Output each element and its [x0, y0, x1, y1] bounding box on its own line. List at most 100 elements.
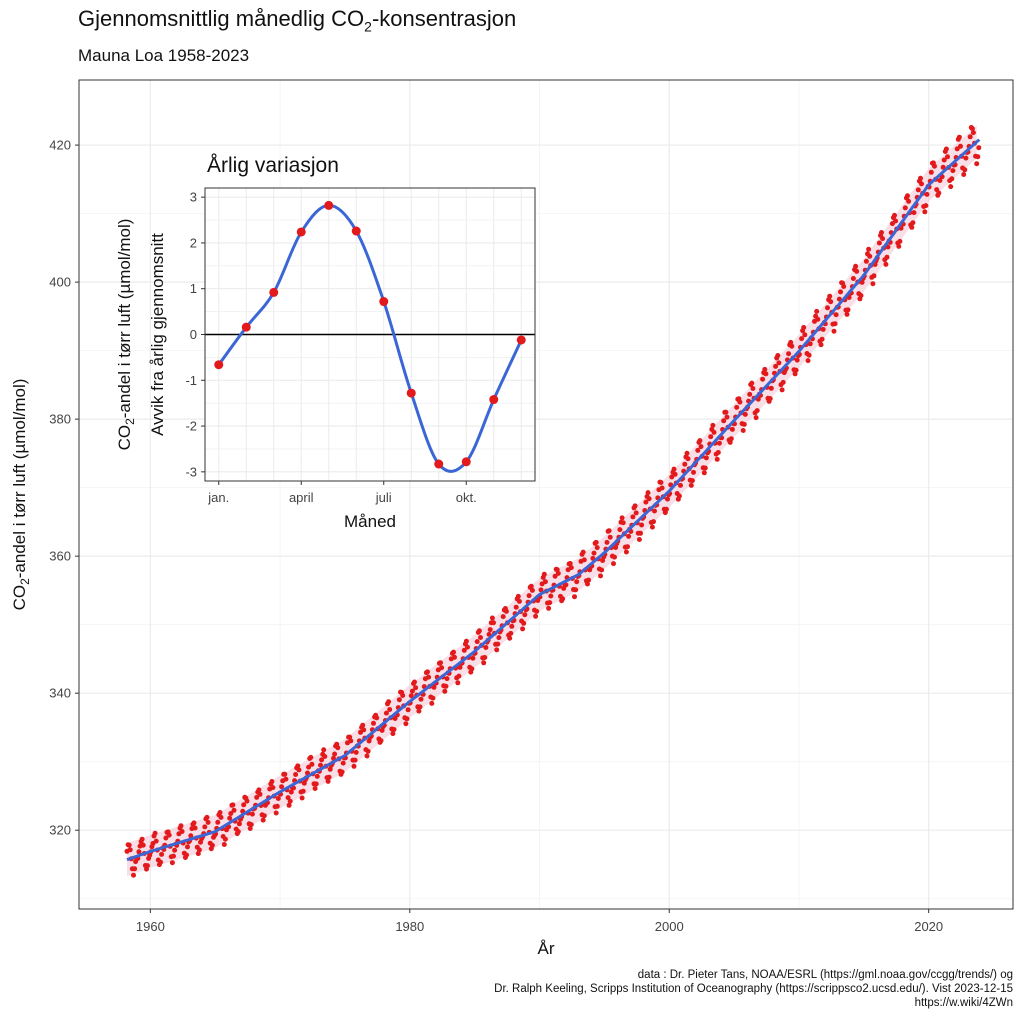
data-point	[227, 815, 233, 821]
data-point	[222, 836, 228, 842]
data-point	[526, 593, 532, 599]
data-point	[695, 447, 701, 453]
data-point	[676, 493, 682, 499]
data-point	[431, 684, 437, 690]
data-point	[508, 630, 514, 636]
data-point	[845, 307, 851, 313]
data-point	[261, 813, 267, 819]
data-point	[205, 819, 211, 825]
data-point	[465, 644, 470, 650]
data-point	[438, 660, 443, 666]
data-point	[269, 779, 275, 784]
data-point	[753, 415, 759, 421]
data-point	[196, 847, 202, 853]
data-point	[244, 798, 250, 804]
data-point	[481, 660, 487, 666]
data-point	[593, 539, 599, 545]
data-point	[353, 749, 359, 755]
data-point	[542, 579, 548, 585]
caption-line-1: data : Dr. Pieter Tans, NOAA/ESRL (https…	[637, 969, 1013, 981]
data-point	[522, 612, 528, 618]
data-point	[463, 638, 469, 644]
data-point	[287, 798, 293, 804]
y-axis-label-part: -andel i tørr luft (µmol/mol)	[10, 379, 29, 579]
data-point	[607, 534, 613, 540]
inset-title: Årlig variasjon	[207, 154, 339, 177]
data-point	[409, 688, 415, 694]
data-point	[734, 404, 740, 410]
data-point	[619, 515, 625, 521]
data-point	[306, 764, 312, 770]
data-point	[339, 769, 345, 775]
data-point	[270, 785, 276, 791]
data-point	[970, 130, 976, 136]
data-point	[941, 157, 947, 163]
data-point	[478, 635, 483, 640]
caption-line-3: https://w.wiki/4ZWn	[914, 997, 1013, 1009]
y-tick-label: 340	[49, 686, 71, 701]
data-point	[391, 727, 397, 732]
inset-y-tick-label: 2	[190, 235, 197, 250]
data-point	[728, 436, 734, 442]
data-point	[581, 557, 587, 563]
data-point	[646, 496, 652, 502]
data-point	[319, 757, 325, 763]
data-point	[215, 819, 221, 825]
data-point	[806, 352, 812, 358]
data-point	[314, 773, 320, 779]
data-point	[416, 708, 422, 714]
data-point	[279, 784, 285, 790]
data-point	[254, 794, 260, 800]
data-point	[689, 478, 695, 484]
data-point	[361, 727, 367, 733]
data-point	[371, 720, 376, 726]
data-point	[412, 679, 417, 685]
data-point	[132, 866, 138, 872]
data-point	[521, 620, 527, 626]
data-point	[688, 482, 694, 488]
data-point	[967, 134, 973, 140]
data-point	[880, 236, 886, 242]
data-point	[573, 587, 579, 593]
data-point	[623, 549, 629, 555]
inset-data-point	[269, 287, 279, 297]
data-point	[867, 253, 873, 259]
data-point	[844, 311, 850, 317]
x-axis-label: År	[538, 939, 555, 958]
data-point	[184, 852, 189, 858]
data-point	[620, 520, 626, 526]
data-point	[378, 738, 384, 744]
data-point	[708, 434, 714, 440]
data-point	[443, 683, 449, 689]
data-point	[217, 810, 223, 815]
data-point	[799, 336, 805, 342]
data-point	[158, 859, 163, 865]
data-point	[295, 763, 301, 769]
data-point	[658, 480, 664, 485]
data-point	[652, 508, 657, 514]
data-point	[962, 167, 968, 173]
data-point	[715, 450, 721, 455]
data-point	[487, 627, 493, 633]
data-point	[185, 844, 190, 850]
data-point	[335, 745, 341, 751]
data-point	[159, 851, 165, 857]
data-point	[702, 465, 708, 471]
data-point	[387, 707, 393, 712]
data-point	[663, 506, 669, 512]
data-point	[876, 240, 882, 246]
data-point	[191, 820, 197, 826]
data-point	[814, 308, 820, 314]
data-point	[659, 485, 665, 491]
data-point	[360, 722, 366, 728]
data-point	[850, 276, 856, 281]
data-point	[779, 387, 785, 393]
y-axis-label: CO2-andel i tørr luft (µmol/mol)	[10, 379, 32, 611]
y-tick-label: 320	[49, 823, 71, 838]
data-point	[568, 565, 574, 571]
data-point	[247, 826, 253, 831]
data-point	[390, 731, 396, 737]
data-point	[711, 429, 717, 435]
data-point	[461, 647, 467, 653]
inset-x-tick-label: juli	[375, 490, 392, 505]
